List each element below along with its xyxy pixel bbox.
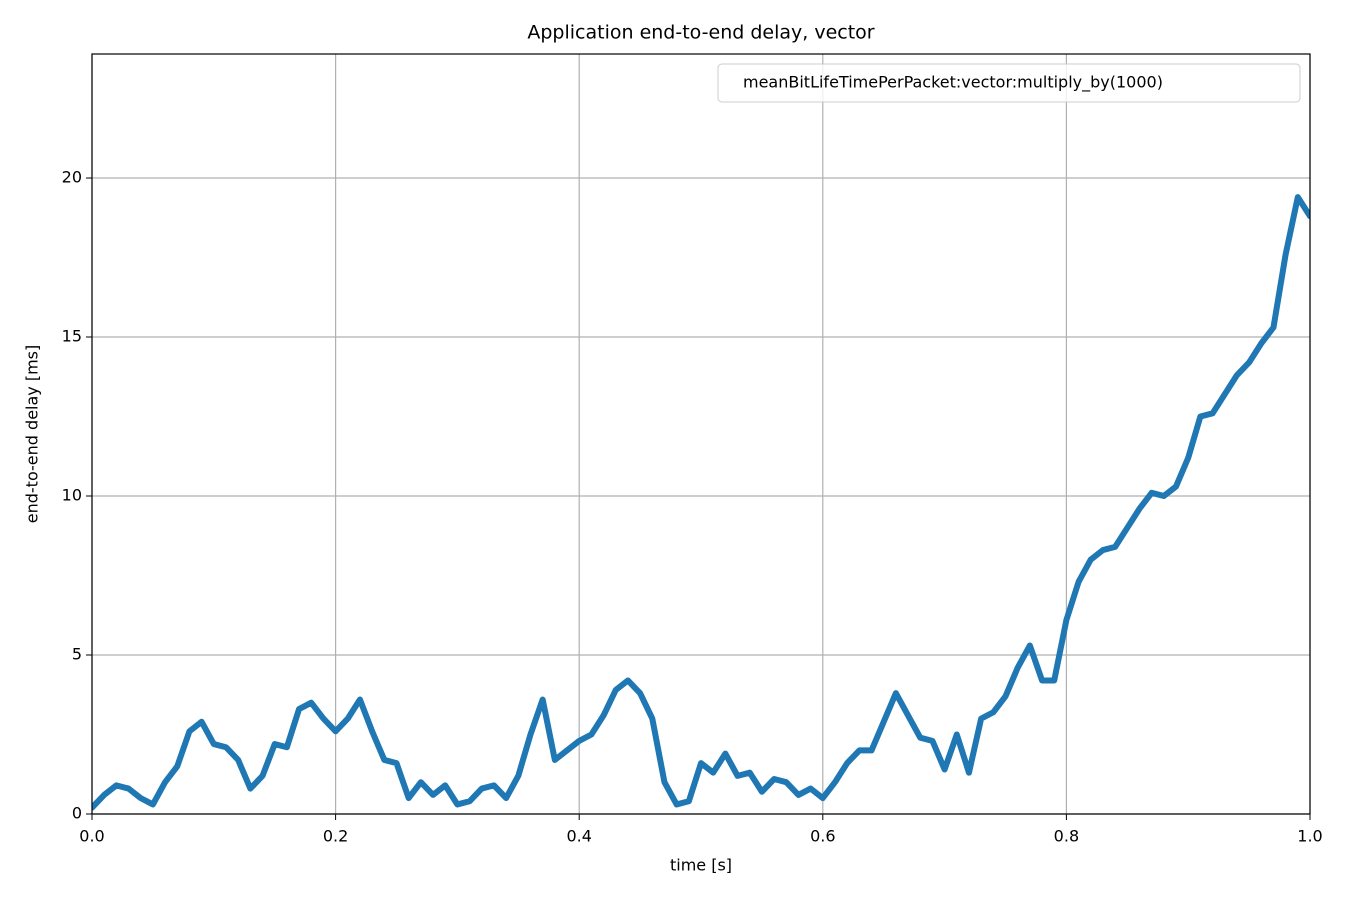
- y-tick-label: 0: [72, 804, 82, 823]
- y-axis-label: end-to-end delay [ms]: [23, 345, 42, 523]
- y-tick-label: 20: [62, 168, 82, 187]
- x-tick-label: 1.0: [1297, 827, 1322, 846]
- legend-label: meanBitLifeTimePerPacket:vector:multiply…: [743, 73, 1163, 93]
- legend-box: [717, 63, 1301, 103]
- y-tick-label: 10: [62, 486, 82, 505]
- plot-frame: [91, 53, 1311, 815]
- data-line: [92, 194, 1310, 811]
- x-tick-label: 0.2: [323, 827, 348, 846]
- chart-title: Application end-to-end delay, vector: [527, 22, 874, 44]
- x-tick-label: 0.0: [79, 827, 104, 846]
- y-tick-label: 15: [62, 327, 82, 346]
- y-tick-label: 5: [72, 645, 82, 664]
- x-tick-label: 0.6: [810, 827, 835, 846]
- x-axis-label: time [s]: [670, 856, 732, 875]
- x-tick-label: 0.4: [566, 827, 591, 846]
- x-tick-label: 0.8: [1054, 827, 1079, 846]
